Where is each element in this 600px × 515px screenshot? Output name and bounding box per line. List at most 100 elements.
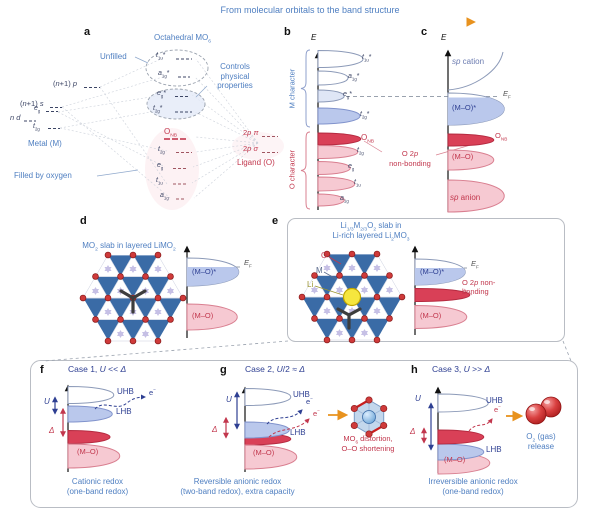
caption-irreversible-anionic: Irreversible anionic redox (one-band redo… — [428, 477, 518, 496]
sp-cation-label: sp cation — [452, 57, 485, 66]
o2-molecule-icon — [525, 396, 562, 425]
eg-label-a: eg — [157, 162, 164, 171]
onb-label-a: ONB — [164, 127, 178, 139]
band-t1u — [317, 176, 355, 192]
m-character-label: M character — [287, 68, 297, 109]
2p-pi-label: 2p π — [243, 128, 259, 137]
u-label-g: U — [226, 395, 232, 404]
o2-gas-release-label: O2 (gas) release — [526, 432, 556, 451]
o-character-label: O character — [287, 149, 297, 190]
eg-star-label-a: eg* — [157, 90, 167, 99]
t2g-metal-label: t2g — [33, 123, 40, 132]
trigonal-axis-symbol — [119, 289, 147, 314]
eg-star-label-b: eg* — [343, 91, 353, 100]
trigonal-axis-symbol-e — [336, 307, 362, 330]
uhb-band-h — [437, 393, 489, 413]
onb-band — [447, 133, 495, 147]
sp-cation-band — [447, 51, 504, 91]
lhb-band-h — [437, 443, 485, 461]
t2g-label-a: t2g — [158, 146, 165, 155]
onb-label-b: ONB — [361, 133, 375, 145]
t1u-label-b: t1u — [354, 179, 361, 188]
sp-anion-band — [447, 179, 505, 213]
t1u-star-label-a: t1u* — [156, 52, 166, 61]
frontier-orbital-ellipse — [146, 88, 206, 120]
mo-star-label-c: (M–O)* — [452, 103, 477, 112]
a1g-label-a: a1g — [160, 192, 169, 201]
mo-bonding-band — [447, 149, 495, 171]
mo6-octahedron-icon — [350, 396, 388, 438]
panel-letter-a: a — [84, 26, 91, 38]
band-t2g-star — [317, 107, 361, 125]
mo-star-label-d: (M–O)* — [192, 267, 217, 276]
mo-label-h: (M–O) — [444, 455, 466, 464]
o-character-brace — [300, 131, 311, 210]
panel-b-graphics — [300, 49, 499, 210]
band-onb — [317, 132, 362, 146]
band-t2g — [317, 144, 358, 160]
panel-d-title: MO2 slab in layered LiMO2 — [82, 241, 176, 253]
caption-reversible-anionic: Reversible anionic redox (two-band redox)… — [180, 477, 295, 496]
band-eg-star — [317, 89, 345, 103]
lithium-atom-icon — [342, 287, 362, 307]
mo-label-d: (M–O) — [192, 311, 214, 320]
uhb-label-h: UHB — [486, 396, 503, 405]
figure-title: From molecular orbitals to the band stru… — [220, 5, 400, 15]
mo6-distortion-label: MO6 distortion, O–O shortening — [341, 434, 395, 453]
band-t1u-star — [317, 49, 364, 69]
t2g-label-b: t2g — [357, 147, 364, 156]
mo-bonding-band-d — [186, 303, 238, 331]
explode-line-left — [43, 340, 289, 362]
mo-label-e: (M–O) — [420, 311, 442, 320]
case2-title: Case 2, U/2 ≈ Δ — [245, 364, 305, 374]
mo-bonding-band-e — [414, 304, 467, 330]
t2g-star-label-a: t2g* — [153, 105, 163, 114]
case3-title: Case 3, U >> Δ — [432, 364, 491, 374]
metal-label: Metal (M) — [28, 139, 62, 148]
ligand-label: Ligand (O) — [237, 158, 275, 167]
mo-band-f — [67, 443, 120, 469]
a1g-star-label-b: a1g* — [348, 73, 360, 82]
electron-label-f: e− — [149, 387, 156, 397]
panel-c-graphics — [444, 49, 505, 213]
caption-cationic-redox: Cationic redox (one-band redox) — [66, 477, 129, 496]
unfilled-label: Unfilled — [100, 52, 127, 61]
panel-e-title: Li1/3M2/3O2 slab in Li-rich layered Li2MO… — [332, 221, 410, 243]
band-eg — [317, 160, 351, 176]
u-label-h: U — [415, 394, 421, 403]
delta-label-h: Δ — [410, 427, 416, 436]
panel-d-bands — [183, 245, 241, 338]
t2g-star-label-b: t2g* — [360, 111, 370, 120]
panel-h-graphics — [421, 386, 562, 475]
ns-level-label: (n+1) s — [20, 99, 44, 108]
mo-star-label-e: (M–O)* — [420, 267, 445, 276]
t1u-label-a: t1u — [156, 177, 163, 186]
mo-band-g — [244, 444, 297, 470]
panel-f-graphics — [52, 384, 146, 472]
electron-hop-arrow-g2 — [268, 418, 310, 438]
a1g-label-b: a1g — [340, 195, 349, 204]
lhb-band-g — [244, 421, 290, 439]
panel-g-graphics — [223, 386, 388, 472]
legend-oxygen-label: O — [321, 251, 328, 260]
panel-letter-d: d — [80, 215, 87, 227]
mo-label-f: (M–O) — [77, 447, 99, 456]
m-character-brace — [300, 49, 311, 128]
legend-lithium-label: Li — [307, 280, 314, 289]
electron2-label-g: e− — [313, 408, 320, 418]
delta-label-g: Δ — [212, 425, 218, 434]
nd-level-label: n d — [10, 113, 21, 122]
electron1-label-g: e− — [306, 396, 313, 406]
lhb-label-g: LHB — [290, 428, 306, 437]
panel-letter-g: g — [220, 364, 227, 376]
explode-line-right — [562, 340, 572, 362]
panel-letter-h: h — [411, 364, 418, 376]
panel-letter-c: c — [421, 26, 428, 38]
2p-sigma-label: 2p σ — [243, 144, 258, 153]
uhb-band-f — [67, 385, 115, 405]
mo-label-g: (M–O) — [253, 448, 275, 457]
electron-hop-arrow-f — [94, 394, 146, 410]
lhb-label-h: LHB — [486, 445, 502, 454]
fermi-level-label-e: EF — [471, 259, 479, 270]
